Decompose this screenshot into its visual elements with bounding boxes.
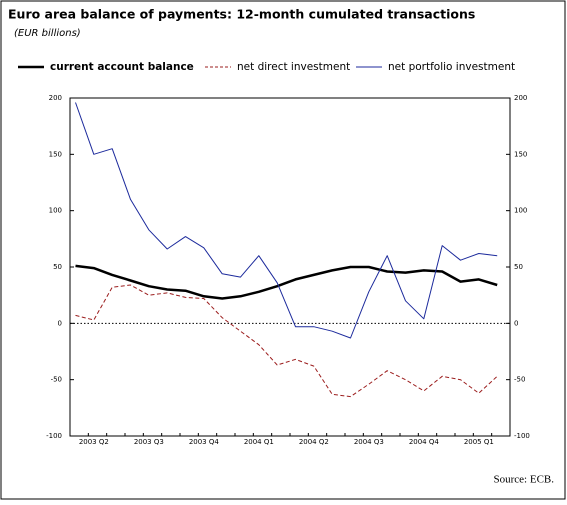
x-tick-label: 2003 Q4 <box>189 438 220 446</box>
y-tick-label: 100 <box>49 207 62 215</box>
x-tick-label: 2005 Q1 <box>464 438 494 446</box>
x-tick-label: 2004 Q1 <box>244 438 274 446</box>
y2-tick-label: 0 <box>514 319 518 327</box>
y-tick-label: 0 <box>58 319 62 327</box>
chart-subtitle: (EUR billions) <box>14 28 81 39</box>
series-line <box>75 264 498 300</box>
y2-tick-label: 200 <box>514 94 527 102</box>
x-tick-label: 2004 Q2 <box>299 438 329 446</box>
legend-label: current account balance <box>50 61 194 73</box>
x-tick-label: 2004 Q4 <box>409 438 440 446</box>
x-tick-label: 2003 Q3 <box>134 438 164 446</box>
legend-label: net direct investment <box>237 61 350 73</box>
source: Source: ECB. <box>494 474 555 486</box>
series-line <box>75 284 498 398</box>
legend-label: net portfolio investment <box>388 61 515 73</box>
y2-tick-label: 100 <box>514 207 527 215</box>
y-tick-label: 150 <box>49 150 62 158</box>
y2-tick-label: -50 <box>514 376 525 384</box>
y2-tick-label: 150 <box>514 150 527 158</box>
chart-title: Euro area balance of payments: 12-month … <box>8 7 475 22</box>
y2-tick-label: -100 <box>514 432 530 440</box>
y2-tick-label: 50 <box>514 263 523 271</box>
x-tick-label: 2003 Q2 <box>79 438 109 446</box>
x-tick-label: 2004 Q3 <box>354 438 384 446</box>
y-tick-label: 200 <box>49 94 62 102</box>
plot-area <box>69 97 511 437</box>
y-tick-label: -100 <box>46 432 62 440</box>
y-tick-label: -50 <box>51 376 62 384</box>
y-tick-label: 50 <box>53 263 62 271</box>
series-line <box>75 102 498 339</box>
